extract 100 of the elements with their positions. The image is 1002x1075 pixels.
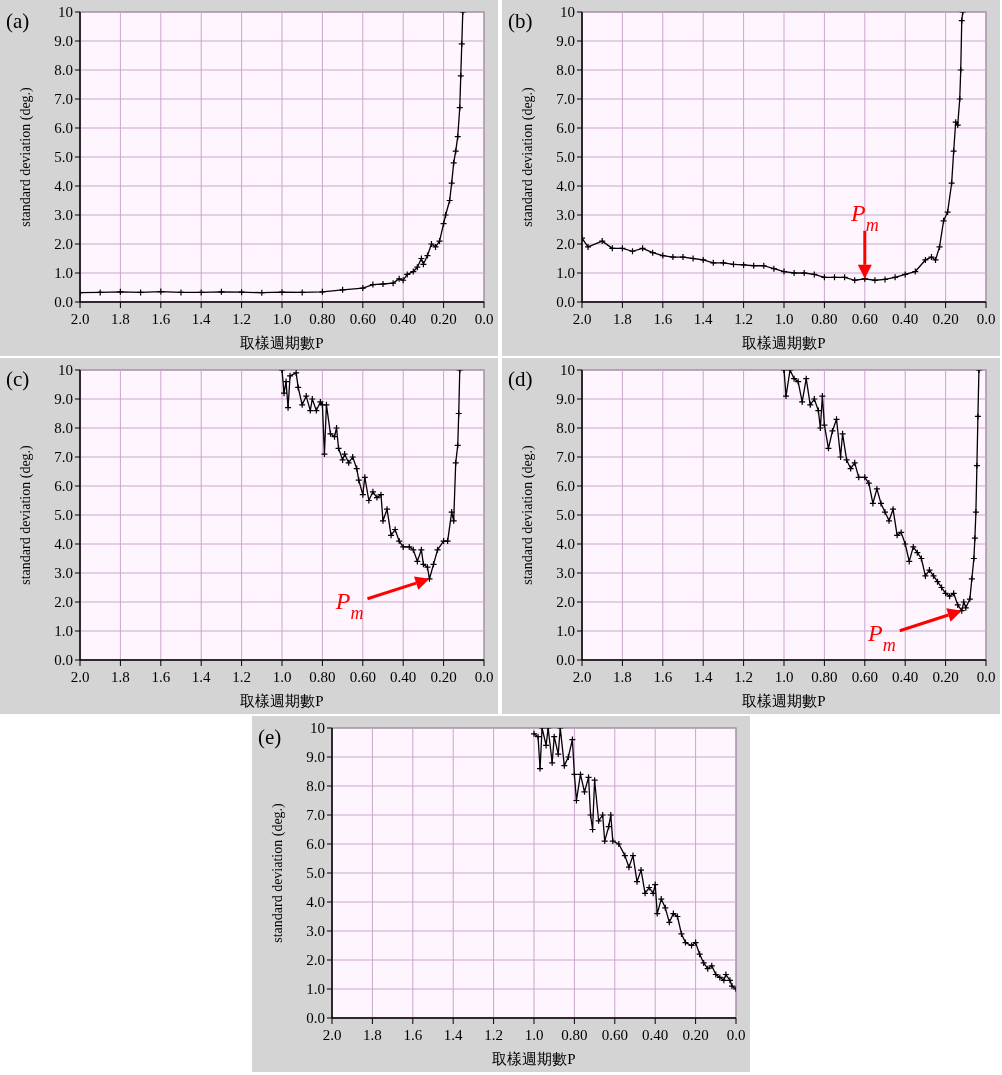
y-axis-title: standard deviation (deg.) xyxy=(520,444,536,585)
x-tick-label: 1.2 xyxy=(734,669,753,685)
x-tick-label: 0.80 xyxy=(561,1027,588,1043)
x-tick-label: 0.60 xyxy=(349,669,376,685)
x-tick-label: 0.0 xyxy=(976,669,996,685)
x-tick-label: 0.40 xyxy=(892,311,919,327)
x-tick-label: 2.0 xyxy=(70,669,90,685)
y-tick-label: 10 xyxy=(560,4,575,20)
x-tick-label: 1.4 xyxy=(693,311,714,327)
x-tick-label: 1.0 xyxy=(774,669,794,685)
x-tick-label: 2.0 xyxy=(70,311,90,327)
y-tick-label: 8.0 xyxy=(556,62,575,78)
x-tick-label: 0.20 xyxy=(430,311,457,327)
y-tick-label: 1.0 xyxy=(54,623,73,639)
x-tick-label: 1.2 xyxy=(484,1027,503,1043)
y-tick-label: 5.0 xyxy=(306,865,325,881)
x-tick-label: 0.80 xyxy=(811,311,838,327)
x-tick-label: 0.0 xyxy=(976,311,996,327)
y-tick-label: 5.0 xyxy=(556,507,575,523)
x-tick-label: 0.20 xyxy=(682,1027,709,1043)
x-tick-label: 0.80 xyxy=(309,311,336,327)
y-tick-label: 7.0 xyxy=(556,449,575,465)
x-tick-label: 1.8 xyxy=(363,1027,382,1043)
x-tick-label: 0.80 xyxy=(811,669,838,685)
y-tick-label: 0.0 xyxy=(54,294,73,310)
x-tick-label: 1.8 xyxy=(613,669,632,685)
y-tick-label: 3.0 xyxy=(54,565,73,581)
y-tick-label: 4.0 xyxy=(556,178,575,194)
x-tick-label: 2.0 xyxy=(572,311,592,327)
y-tick-label: 6.0 xyxy=(54,120,73,136)
y-tick-label: 5.0 xyxy=(556,149,575,165)
y-tick-label: 6.0 xyxy=(54,478,73,494)
y-tick-label: 10 xyxy=(58,362,73,378)
y-tick-label: 8.0 xyxy=(54,62,73,78)
x-tick-label: 1.0 xyxy=(524,1027,544,1043)
chart-title: (b) xyxy=(508,9,533,33)
chart-title: (c) xyxy=(6,367,30,391)
x-tick-label: 0.20 xyxy=(932,669,959,685)
y-tick-label: 1.0 xyxy=(306,981,325,997)
y-tick-label: 0.0 xyxy=(556,294,575,310)
x-tick-label: 1.4 xyxy=(191,669,212,685)
x-tick-label: 1.6 xyxy=(151,669,171,685)
x-tick-label: 0.0 xyxy=(474,669,494,685)
y-tick-label: 7.0 xyxy=(556,91,575,107)
y-tick-label: 4.0 xyxy=(54,536,73,552)
y-axis-title: standard deviation (deg.) xyxy=(270,802,286,943)
y-tick-label: 0.0 xyxy=(54,652,73,668)
y-tick-label: 3.0 xyxy=(306,923,325,939)
annotation: P$_{m}$ xyxy=(867,619,896,655)
x-tick-label: 0.40 xyxy=(390,311,417,327)
annotation: P$_{m}$ xyxy=(849,199,879,235)
x-tick-label: 1.0 xyxy=(272,669,292,685)
y-tick-label: 2.0 xyxy=(556,236,575,252)
x-axis-title: 取樣週期數P xyxy=(742,335,826,351)
y-tick-label: 9.0 xyxy=(556,33,575,49)
x-axis-title: 取樣週期數P xyxy=(240,335,324,351)
y-tick-label: 7.0 xyxy=(54,449,73,465)
chart-title: (d) xyxy=(508,367,533,391)
y-tick-label: 0.0 xyxy=(306,1010,325,1026)
y-tick-label: 9.0 xyxy=(54,391,73,407)
x-tick-label: 2.0 xyxy=(572,669,592,685)
y-tick-label: 0.0 xyxy=(556,652,575,668)
y-axis-title: standard deviation (deg.) xyxy=(18,444,34,585)
x-tick-label: 1.4 xyxy=(191,311,212,327)
x-tick-label: 1.4 xyxy=(693,669,714,685)
y-tick-label: 3.0 xyxy=(54,207,73,223)
x-tick-label: 1.0 xyxy=(272,311,292,327)
x-tick-label: 1.6 xyxy=(653,311,673,327)
x-tick-label: 1.6 xyxy=(653,669,673,685)
x-tick-label: 1.8 xyxy=(111,669,130,685)
y-tick-label: 3.0 xyxy=(556,207,575,223)
x-axis-title: 取樣週期數P xyxy=(492,1051,576,1067)
y-tick-label: 3.0 xyxy=(556,565,575,581)
x-tick-label: 0.20 xyxy=(430,669,457,685)
x-tick-label: 0.60 xyxy=(851,669,878,685)
y-tick-label: 2.0 xyxy=(306,952,325,968)
x-tick-label: 0.20 xyxy=(932,311,959,327)
x-tick-label: 2.0 xyxy=(322,1027,342,1043)
y-tick-label: 2.0 xyxy=(54,236,73,252)
y-tick-label: 5.0 xyxy=(54,507,73,523)
y-tick-label: 9.0 xyxy=(54,33,73,49)
y-tick-label: 8.0 xyxy=(54,420,73,436)
y-axis-title: standard deviation (deg.) xyxy=(520,86,536,227)
y-tick-label: 8.0 xyxy=(306,778,325,794)
y-tick-label: 5.0 xyxy=(54,149,73,165)
x-tick-label: 1.8 xyxy=(111,311,130,327)
y-axis-title: standard deviation (deg.) xyxy=(18,86,34,227)
x-tick-label: 0.0 xyxy=(726,1027,746,1043)
x-tick-label: 1.4 xyxy=(443,1027,464,1043)
x-tick-label: 0.60 xyxy=(601,1027,628,1043)
y-tick-label: 4.0 xyxy=(54,178,73,194)
y-tick-label: 1.0 xyxy=(556,265,575,281)
x-tick-label: 1.8 xyxy=(613,311,632,327)
y-tick-label: 10 xyxy=(560,362,575,378)
annotation: P$_{m}$ xyxy=(334,587,364,623)
x-axis-title: 取樣週期數P xyxy=(240,693,324,709)
y-tick-label: 10 xyxy=(58,4,73,20)
x-tick-label: 1.2 xyxy=(232,669,251,685)
y-tick-label: 6.0 xyxy=(556,120,575,136)
y-tick-label: 2.0 xyxy=(556,594,575,610)
